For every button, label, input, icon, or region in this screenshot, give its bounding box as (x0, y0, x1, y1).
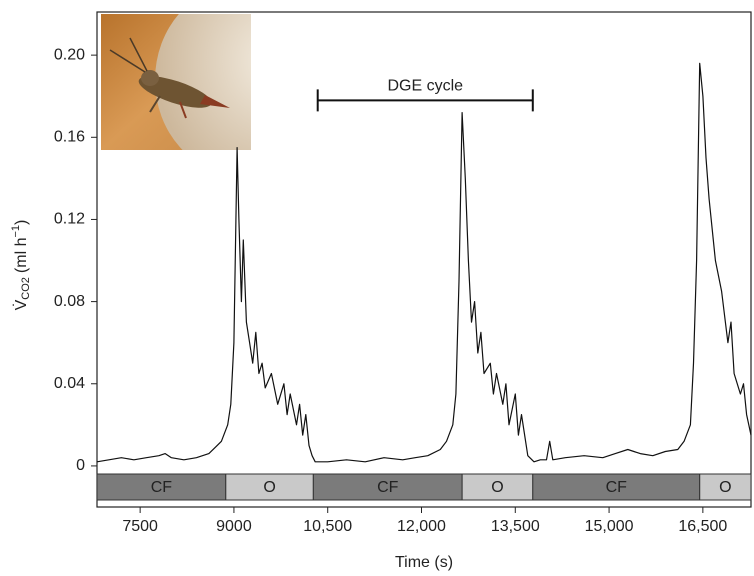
plot-frame (96, 11, 752, 508)
y-tick-label: 0.04 (54, 375, 85, 392)
phase-bar (312, 473, 463, 501)
y-axis-label: V̇CO2 (ml h−1) (10, 220, 32, 311)
y-tick-label: 0 (76, 457, 85, 474)
annotation-bracket (316, 89, 534, 112)
x-axis-label: Time (s) (395, 554, 453, 571)
phase-label: CF (377, 479, 399, 496)
y-tick-label: 0.08 (54, 293, 85, 310)
y-tick-label: 0.16 (54, 129, 85, 146)
y-label-close: ) (13, 220, 30, 225)
phase-bar (699, 473, 752, 501)
y-label-sub: CO2 (20, 277, 32, 300)
phase-label: O (491, 479, 503, 496)
phase-label: CF (606, 479, 628, 496)
y-tick-label: 0.20 (54, 46, 85, 63)
x-tick-label: 15,000 (585, 518, 634, 535)
phase-label: O (263, 479, 275, 496)
y-tick-label: 0.12 (54, 211, 85, 228)
x-tick-label: 13,500 (491, 518, 540, 535)
x-tick-label: 7500 (122, 518, 158, 535)
x-tick-label: 12,000 (397, 518, 446, 535)
phase-label: CF (151, 479, 173, 496)
data-line (96, 62, 752, 463)
y-label-symbol: V̇ (12, 299, 30, 310)
x-tick-label: 10,500 (303, 518, 352, 535)
annotation-label: DGE cycle (387, 78, 463, 95)
inset-photo (101, 14, 251, 150)
phase-bar (225, 473, 314, 501)
phase-bar (96, 473, 227, 501)
x-tick-label: 16,500 (678, 518, 727, 535)
phase-bar (461, 473, 534, 501)
y-label-sup: −1 (10, 225, 22, 238)
y-label-unit: (ml h (13, 238, 30, 274)
phase-label: O (719, 479, 731, 496)
x-tick-label: 9000 (216, 518, 252, 535)
